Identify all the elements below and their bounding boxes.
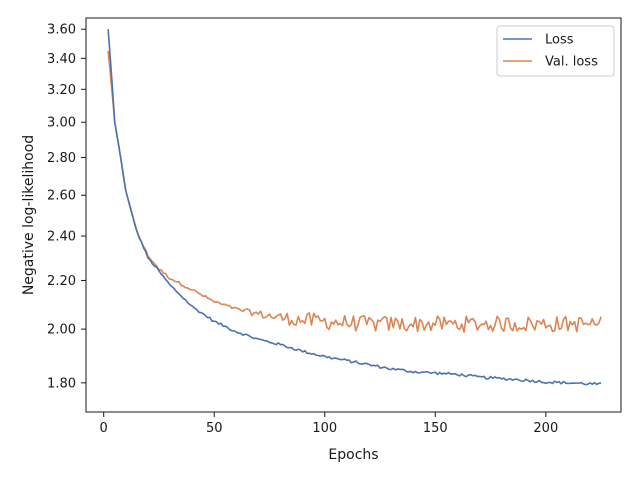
- x-tick-label: 200: [533, 421, 558, 436]
- legend-val-loss-label: Val. loss: [545, 55, 598, 70]
- y-tick-label: 3.40: [47, 52, 76, 67]
- axes-frame: [85, 17, 622, 413]
- y-tick-label: 2.40: [47, 230, 76, 245]
- x-tick-label: 150: [423, 421, 448, 436]
- y-tick-label: 2.00: [47, 323, 76, 338]
- y-tick-label: 2.60: [47, 189, 76, 204]
- legend: Loss Val. loss: [496, 25, 615, 77]
- y-tick-label: 1.80: [47, 376, 76, 391]
- x-axis-label: Epochs: [328, 447, 378, 463]
- y-tick-label: 2.80: [47, 151, 76, 166]
- loss-series-line: [107, 29, 602, 386]
- y-tick-label: 2.20: [47, 274, 76, 289]
- val-loss-series-line: [107, 50, 602, 333]
- y-tick-label: 3.60: [47, 23, 76, 38]
- plot-lines: [107, 29, 602, 386]
- legend-loss-label: Loss: [545, 33, 574, 48]
- x-tick-label: 50: [206, 421, 223, 436]
- y-axis: 1.80 2.00 2.20 2.40 2.60 2.80 3.00 3.20 3.40 3.60: [47, 23, 86, 391]
- x-axis: 0 50 100 150 200: [100, 412, 558, 436]
- y-tick-label: 3.20: [47, 83, 76, 98]
- x-tick-label: 100: [312, 421, 337, 436]
- y-axis-label: Negative log-likelihood: [21, 135, 37, 295]
- y-tick-label: 3.00: [47, 116, 76, 131]
- x-tick-label: 0: [100, 421, 108, 436]
